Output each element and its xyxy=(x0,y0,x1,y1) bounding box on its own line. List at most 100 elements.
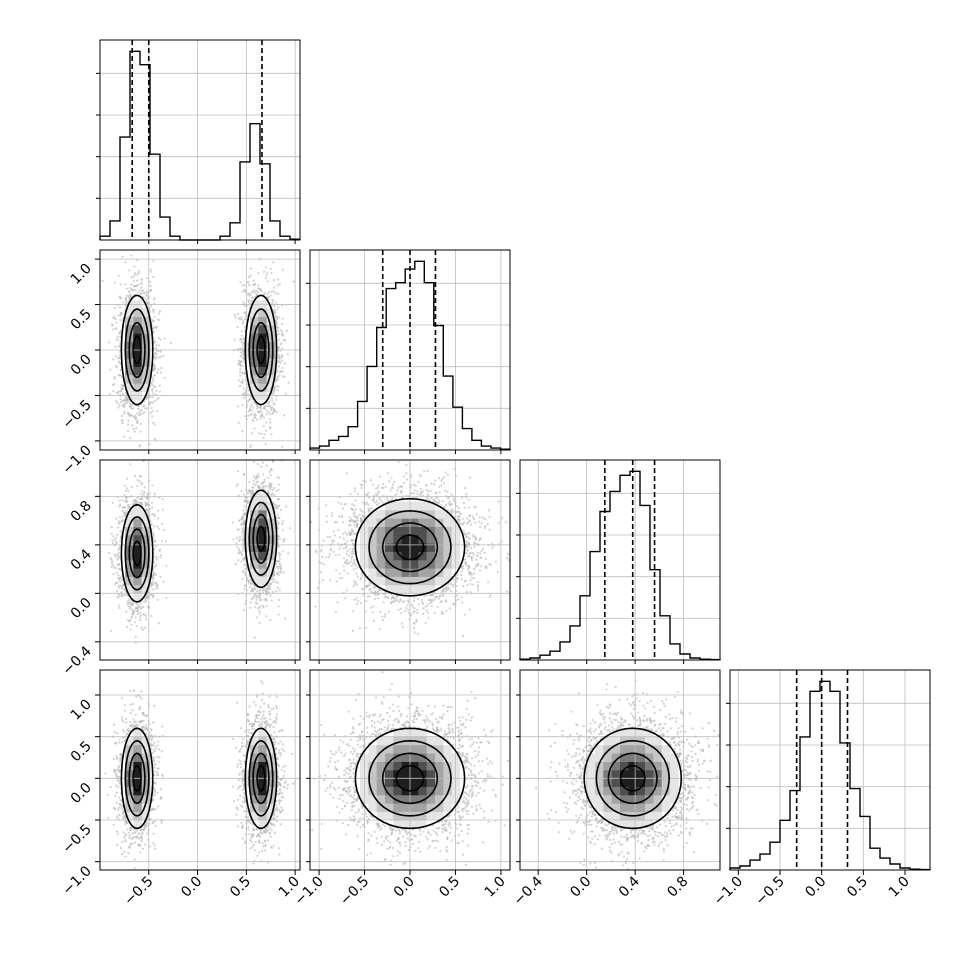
scatter-point xyxy=(431,722,434,725)
density-cell xyxy=(250,510,259,519)
scatter-point xyxy=(604,725,607,729)
density-cell xyxy=(258,535,267,544)
scatter-point xyxy=(260,482,263,485)
scatter-point xyxy=(114,555,117,558)
density-cell xyxy=(443,518,452,527)
scatter-point xyxy=(276,476,279,479)
density-cell xyxy=(645,745,654,754)
scatter-point xyxy=(465,786,468,789)
scatter-point xyxy=(588,840,591,843)
density-cell xyxy=(266,745,276,754)
scatter-point xyxy=(274,311,277,314)
density-cell xyxy=(376,745,386,754)
density-cell xyxy=(410,753,419,762)
scatter-point xyxy=(404,720,407,723)
scatter-point xyxy=(283,414,286,417)
scatter-point xyxy=(425,715,428,718)
scatter-point xyxy=(356,515,359,519)
scatter-point xyxy=(284,780,288,783)
scatter-point xyxy=(645,717,648,721)
scatter-point xyxy=(646,702,649,705)
scatter-point xyxy=(329,579,332,582)
scatter-point xyxy=(676,808,679,812)
scatter-point xyxy=(445,845,448,849)
scatter-point xyxy=(254,295,257,298)
scatter-point xyxy=(387,720,390,723)
scatter-point xyxy=(440,600,443,603)
scatter-point xyxy=(333,521,337,524)
scatter-point xyxy=(407,848,410,852)
scatter-point xyxy=(255,695,259,698)
density-cell xyxy=(426,518,436,527)
scatter-point xyxy=(119,503,122,506)
scatter-point xyxy=(394,497,397,500)
scatter-point xyxy=(423,595,426,598)
scatter-point xyxy=(440,484,443,487)
scatter-point xyxy=(610,826,614,829)
scatter-point xyxy=(357,810,360,813)
scatter-point xyxy=(250,413,253,416)
scatter-point xyxy=(316,587,319,590)
scatter-point xyxy=(345,589,348,592)
density-cell xyxy=(250,493,259,502)
scatter-point xyxy=(444,820,447,823)
scatter-point xyxy=(111,560,114,563)
scatter-point xyxy=(366,584,369,587)
scatter-point xyxy=(290,752,293,756)
scatter-point xyxy=(491,546,494,549)
scatter-point xyxy=(259,680,263,683)
scatter-point xyxy=(242,791,245,795)
scatter-point xyxy=(473,505,476,508)
scatter-point xyxy=(376,826,379,829)
density-cell xyxy=(266,316,276,326)
density-cell xyxy=(426,803,436,812)
scatter-point xyxy=(341,515,344,519)
scatter-point xyxy=(116,402,119,405)
scatter-point xyxy=(257,484,260,487)
scatter-point xyxy=(386,726,390,729)
density-cell xyxy=(661,803,671,812)
scatter-point xyxy=(690,755,694,758)
scatter-point xyxy=(152,820,155,824)
scatter-point xyxy=(116,843,119,847)
scatter-point xyxy=(487,581,490,584)
scatter-point xyxy=(353,582,356,586)
density-cell xyxy=(620,736,629,746)
scatter-point xyxy=(388,480,391,483)
scatter-point xyxy=(465,753,469,756)
scatter-point xyxy=(118,738,121,741)
density-cell xyxy=(451,795,461,804)
scatter-point xyxy=(445,827,448,830)
scatter-point xyxy=(153,704,156,707)
scatter-point xyxy=(413,714,417,717)
scatter-point xyxy=(116,553,119,556)
scatter-point xyxy=(117,785,120,788)
scatter-point xyxy=(117,562,121,565)
scatter-point xyxy=(248,705,251,708)
scatter-point xyxy=(384,824,387,828)
scatter-point xyxy=(334,553,337,557)
scatter-point xyxy=(277,356,280,359)
scatter-point xyxy=(479,807,482,810)
scatter-point xyxy=(447,724,450,727)
scatter-point xyxy=(126,619,130,622)
scatter-point xyxy=(138,475,142,478)
scatter-point xyxy=(468,794,471,798)
scatter-point xyxy=(411,838,414,841)
scatter-point xyxy=(234,563,237,566)
density-cell xyxy=(141,366,151,376)
scatter-point xyxy=(133,720,136,723)
density-cell xyxy=(636,770,646,779)
scatter-point xyxy=(117,796,121,799)
density-cell xyxy=(418,761,427,771)
scatter-point xyxy=(474,565,477,568)
scatter-point xyxy=(253,594,256,598)
scatter-point xyxy=(466,699,469,702)
scatter-point xyxy=(266,588,269,591)
density-cell xyxy=(611,736,621,746)
density-cell xyxy=(125,308,134,317)
density-cell xyxy=(435,736,444,746)
density-cell xyxy=(670,753,679,762)
density-cell xyxy=(385,535,394,544)
density-cell xyxy=(385,803,394,812)
